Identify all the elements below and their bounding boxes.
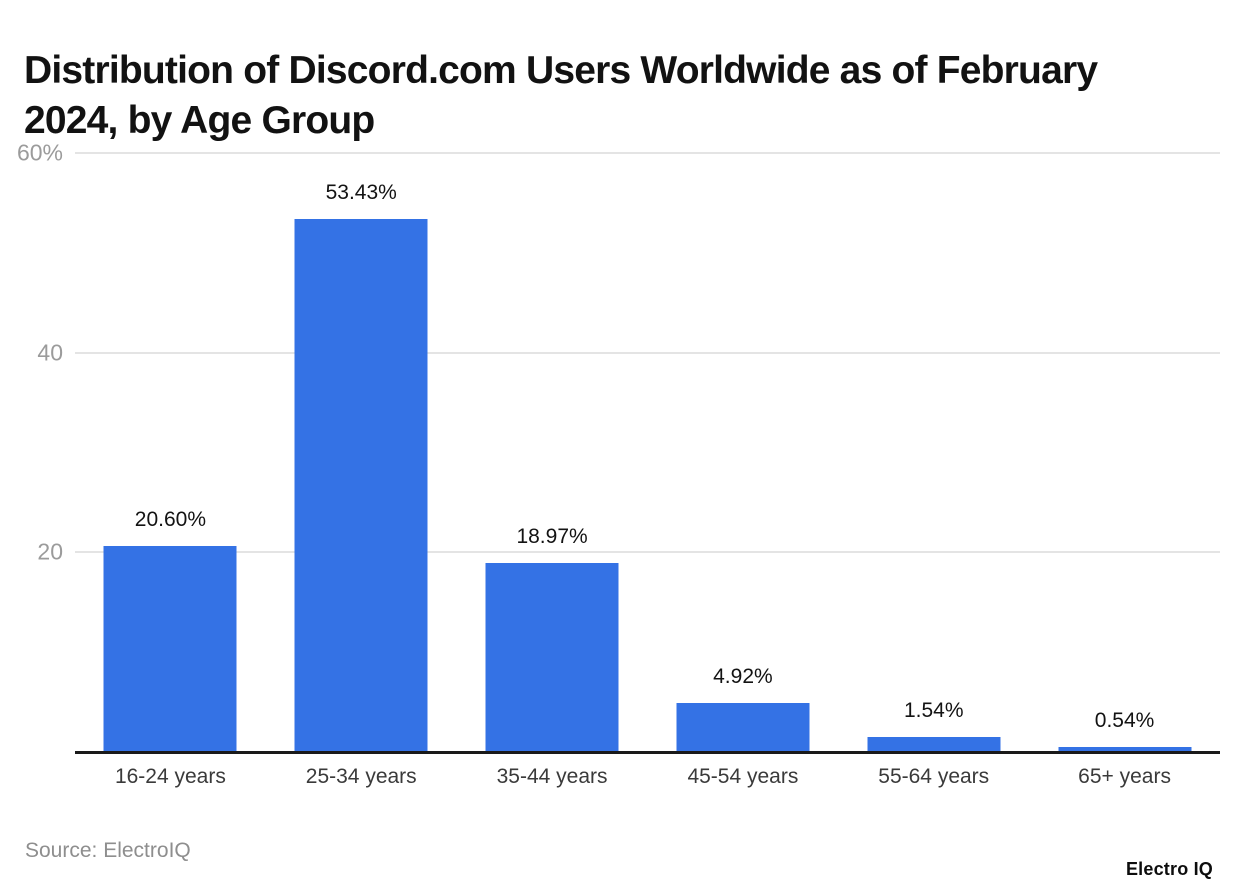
bar-16-24-years [103,546,237,752]
chart-title: Distribution of Discord.com Users Worldw… [24,46,1224,146]
chart-title-line1: Distribution of Discord.com Users Worldw… [24,49,1098,93]
bar-slot: 0.54% 65+ years [1029,153,1220,788]
bar-55-64-years [867,736,1001,752]
y-axis-tick-label: 40 [37,339,63,366]
bar-value-label: 0.54% [1094,708,1155,732]
gridline [75,152,1220,154]
gridline [75,551,1220,554]
y-axis-tick-label: 20 [37,538,63,565]
x-axis-category-label: 65+ years [1078,765,1171,788]
x-axis-baseline [75,751,1220,754]
chart-title-line2: 2024, by Age Group [24,99,375,143]
bar-65-years [1058,746,1192,752]
bar-slot: 18.97% 35-44 years [457,153,648,788]
x-axis-category-label: 35-44 years [496,765,608,788]
source-note: Source: ElectroIQ [25,839,191,862]
bar-35-44-years [485,562,619,752]
bar-slot: 1.54% 55-64 years [838,153,1029,788]
y-axis-tick-label: 60% [16,139,63,166]
bar-slot: 53.43% 25-34 years [266,153,457,788]
x-axis-category-label: 45-54 years [687,765,799,788]
x-axis-category-label: 25-34 years [305,765,417,788]
gridline [75,351,1220,354]
bar-value-label: 53.43% [325,180,397,204]
bar-slot: 4.92% 45-54 years [648,153,839,788]
bar-25-34-years [294,218,428,752]
bar-45-54-years [676,702,810,752]
bar-slot: 20.60% 16-24 years [75,153,266,788]
bar-value-label: 1.54% [903,698,964,722]
brand-logo: Electro IQ [1125,859,1213,879]
bar-value-label: 18.97% [516,524,588,548]
bar-value-label: 20.60% [134,508,207,532]
bar-value-label: 4.92% [713,664,773,688]
x-axis-category-label: 16-24 years [114,765,226,788]
plot-area: 20 40 60% 20.60% 16-24 years 53.43% 25-34 year… [17,140,1220,788]
x-axis-category-label: 55-64 years [878,765,990,788]
